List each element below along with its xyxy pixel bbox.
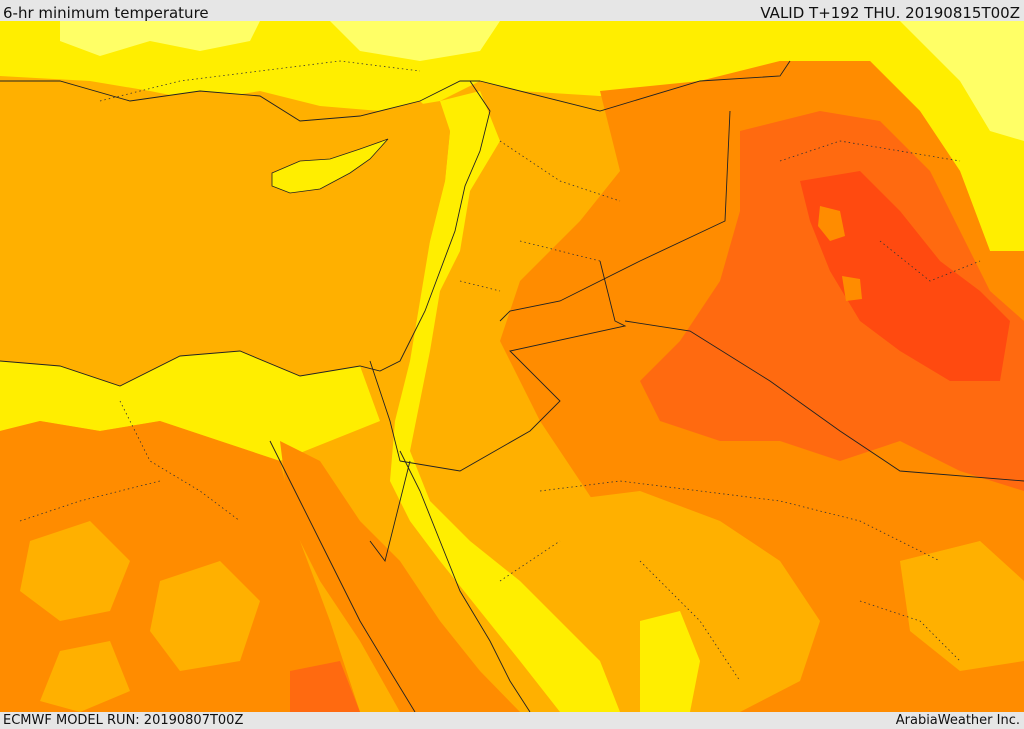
red-sea-coastline	[269, 440, 531, 712]
egypt-interior-patches	[20, 521, 260, 712]
credit-label: ArabiaWeather Inc.	[895, 713, 1020, 728]
temperature-map	[0, 21, 1024, 712]
mediterranean-coastline	[0, 80, 491, 387]
egypt-hot-spot	[290, 661, 360, 712]
header-bar: 6-hr minimum temperature VALID T+192 THU…	[0, 0, 1024, 22]
north-yellow-band	[0, 21, 1024, 251]
saudi-yellow-patch	[640, 611, 700, 712]
levant-yellow-strip	[390, 91, 620, 712]
egypt-coast-band	[0, 351, 380, 461]
footer-bar: ECMWF MODEL RUN: 20190807T00Z ArabiaWeat…	[0, 712, 1024, 729]
model-run-label: ECMWF MODEL RUN: 20190807T00Z	[3, 713, 244, 728]
national-borders	[369, 60, 1024, 482]
egypt-interior-orange	[0, 421, 360, 712]
north-pale-patches	[60, 21, 1024, 141]
lake-milh	[842, 276, 862, 301]
cyprus-island	[271, 138, 389, 194]
map-title: 6-hr minimum temperature	[3, 4, 209, 22]
iraq-hot-core	[800, 171, 1010, 381]
valid-time-label: VALID T+192 THU. 20190815T00Z	[760, 4, 1020, 22]
iraq-deep-orange	[640, 111, 1024, 491]
lake-tharthar	[818, 206, 845, 241]
red-sea-region	[280, 441, 520, 712]
provincial-borders	[19, 60, 981, 682]
